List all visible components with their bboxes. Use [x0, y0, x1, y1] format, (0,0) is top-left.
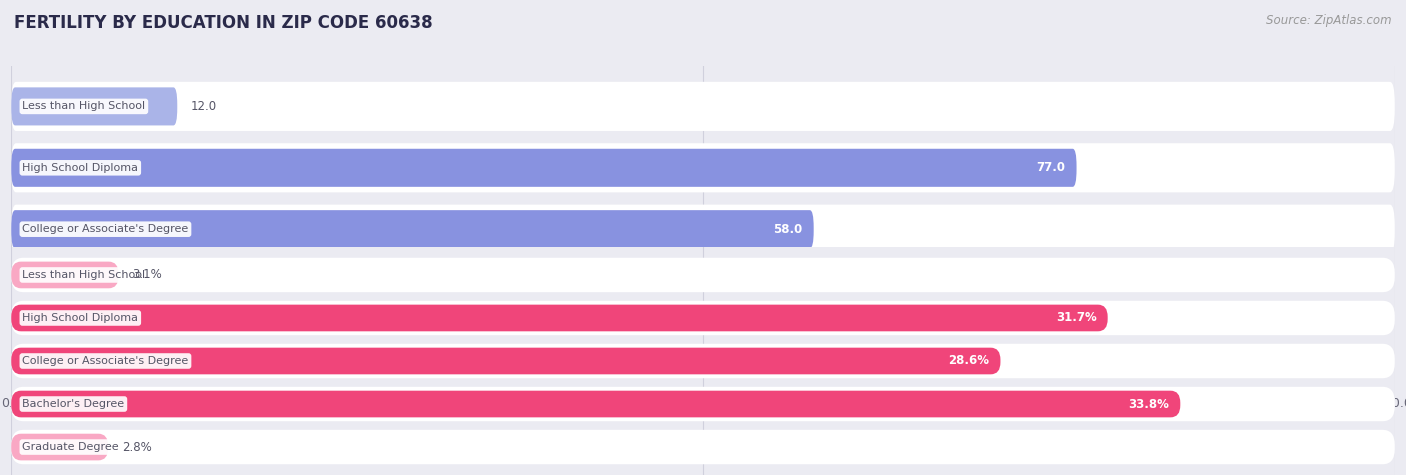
Text: 3.1%: 3.1%: [132, 268, 162, 282]
FancyBboxPatch shape: [11, 272, 1284, 310]
Text: 28.6%: 28.6%: [949, 354, 990, 368]
FancyBboxPatch shape: [11, 210, 814, 248]
Text: High School Diploma: High School Diploma: [22, 313, 138, 323]
Text: College or Associate's Degree: College or Associate's Degree: [22, 224, 188, 234]
Text: Bachelor's Degree: Bachelor's Degree: [22, 285, 125, 295]
FancyBboxPatch shape: [11, 304, 1108, 332]
Text: High School Diploma: High School Diploma: [22, 163, 138, 173]
FancyBboxPatch shape: [11, 301, 1395, 335]
Text: 18.0: 18.0: [274, 345, 299, 359]
Text: Graduate Degree: Graduate Degree: [22, 442, 120, 452]
Text: 31.7%: 31.7%: [1056, 312, 1097, 324]
Text: Source: ZipAtlas.com: Source: ZipAtlas.com: [1267, 14, 1392, 27]
Text: 2.8%: 2.8%: [122, 440, 152, 454]
FancyBboxPatch shape: [11, 434, 108, 460]
FancyBboxPatch shape: [11, 205, 1395, 254]
Text: 77.0: 77.0: [1036, 162, 1066, 174]
Text: 58.0: 58.0: [773, 223, 803, 236]
FancyBboxPatch shape: [11, 266, 1395, 315]
FancyBboxPatch shape: [11, 387, 1395, 421]
FancyBboxPatch shape: [11, 344, 1395, 378]
Text: Less than High School: Less than High School: [22, 270, 145, 280]
FancyBboxPatch shape: [11, 262, 118, 288]
FancyBboxPatch shape: [11, 327, 1395, 377]
Text: Bachelor's Degree: Bachelor's Degree: [22, 399, 125, 409]
Text: Graduate Degree: Graduate Degree: [22, 347, 120, 357]
FancyBboxPatch shape: [11, 258, 1395, 292]
FancyBboxPatch shape: [11, 430, 1395, 464]
Text: Less than High School: Less than High School: [22, 101, 145, 112]
FancyBboxPatch shape: [11, 143, 1395, 192]
Text: 33.8%: 33.8%: [1129, 398, 1170, 410]
FancyBboxPatch shape: [11, 390, 1180, 418]
FancyBboxPatch shape: [11, 348, 1001, 374]
FancyBboxPatch shape: [11, 87, 177, 125]
FancyBboxPatch shape: [11, 82, 1395, 131]
FancyBboxPatch shape: [11, 333, 260, 371]
Text: 12.0: 12.0: [191, 100, 218, 113]
Text: FERTILITY BY EDUCATION IN ZIP CODE 60638: FERTILITY BY EDUCATION IN ZIP CODE 60638: [14, 14, 433, 32]
FancyBboxPatch shape: [11, 149, 1077, 187]
Text: 92.0: 92.0: [1244, 284, 1272, 297]
Text: College or Associate's Degree: College or Associate's Degree: [22, 356, 188, 366]
